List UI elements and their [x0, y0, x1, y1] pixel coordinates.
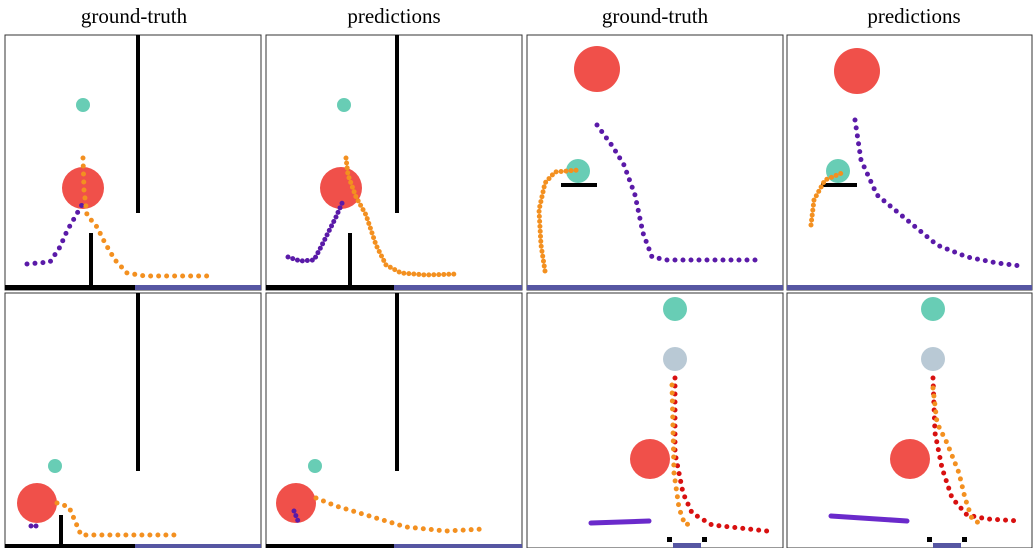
panel: [5, 35, 261, 290]
figure: ground-truth predictions ground-truth pr…: [0, 0, 1033, 548]
column-header: predictions: [867, 4, 960, 28]
panel: [527, 293, 783, 548]
panel: [266, 35, 522, 290]
column-header: predictions: [347, 4, 440, 28]
panel: [787, 35, 1032, 290]
column-header: ground-truth: [81, 4, 188, 28]
panel: [527, 35, 783, 290]
column-header: ground-truth: [602, 4, 709, 28]
panel: [787, 293, 1032, 548]
panel: [5, 293, 261, 548]
panel: [266, 293, 522, 548]
